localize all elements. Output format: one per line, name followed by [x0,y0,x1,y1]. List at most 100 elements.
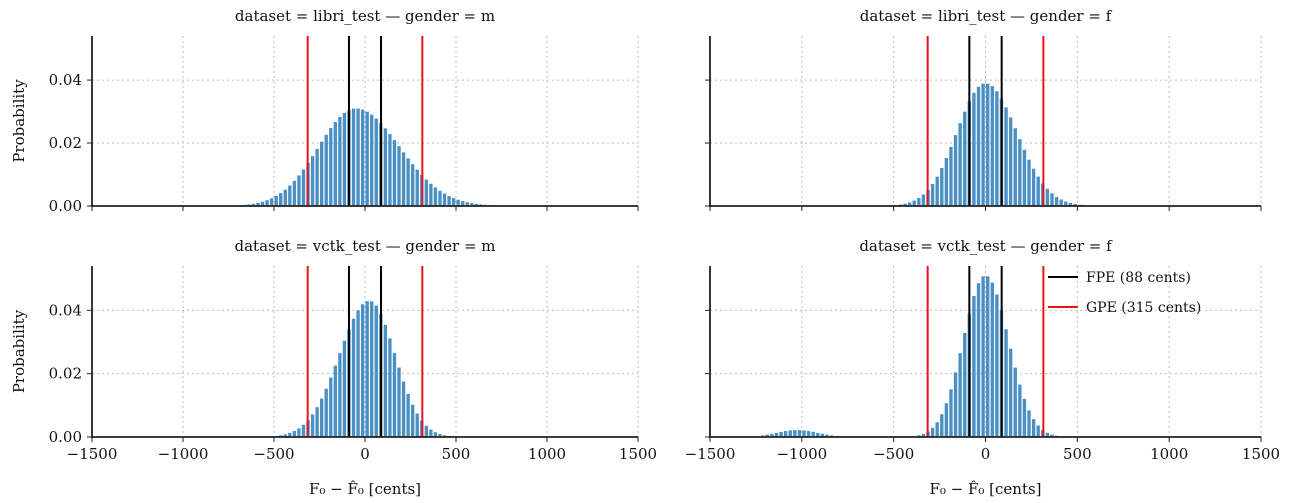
histogram-bar [415,413,419,437]
histogram-bar [383,128,388,206]
y-tick-label: 0.02 [49,365,82,383]
x-tick-label: −1500 [67,445,118,463]
x-axis-label: F₀ − F̂₀ [cents] [929,480,1041,498]
histogram-bar [320,141,324,206]
histogram-bar [986,276,990,437]
y-tick-label: 0.00 [49,428,82,446]
histogram-bar [256,202,260,206]
histogram-bar [329,128,333,206]
histogram-bar [783,431,788,437]
histogram-bar [315,407,319,437]
histogram-bar [779,431,783,437]
histogram-bar [793,430,797,437]
histogram-bar [397,367,401,437]
histogram-bar [972,295,976,437]
histogram-bar [351,108,356,206]
legend-label: FPE (88 cents) [1086,270,1191,286]
histogram-bar [351,318,356,437]
histogram-bar [958,353,962,437]
histogram-bar [921,433,926,437]
histogram-bar [972,92,976,206]
x-tick-label: 1500 [1242,445,1280,463]
histogram-bar [360,304,365,437]
histogram-bar [995,294,999,437]
histogram-bar [940,414,944,437]
panel-title: dataset = vctk_test — gender = f [859,237,1113,255]
histogram-bar [816,432,820,437]
histogram-bar [320,398,324,437]
histogram-bar [1054,196,1059,206]
histogram-bar [438,434,442,437]
histogram-bar [297,175,301,206]
histogram-bar [310,414,315,437]
histogram-bar [433,187,438,206]
histogram-bar [788,430,792,437]
histogram-bar [451,198,456,206]
y-tick-label: 0.04 [49,301,82,319]
histogram-bar [392,352,397,437]
histogram-bar [1008,348,1013,437]
histogram-bar [1045,188,1050,206]
histogram-bar [907,202,912,206]
legend-label: GPE (315 cents) [1086,300,1201,316]
histogram-bar [342,340,347,437]
histogram-bar [1008,117,1013,206]
histogram-bar [356,310,360,437]
histogram-bar [986,83,990,206]
x-tick-label: 0 [981,445,991,463]
legend: FPE (88 cents) GPE (315 cents) [1048,270,1201,316]
histogram-bar [370,114,374,206]
y-tick-label: 0.04 [49,71,82,89]
histogram-bar [825,434,829,437]
histogram-bar [383,324,388,437]
histogram-bar [981,83,985,206]
histogram-bar [1059,199,1063,206]
histogram-bar [415,169,419,206]
histogram-bar [1027,159,1031,206]
histogram-bar [1031,168,1036,206]
histogram-bar [324,388,328,437]
histogram-bar [269,198,274,206]
histogram-bar [424,425,428,437]
histogram-bar [288,432,292,437]
histogram-bar [1064,201,1068,206]
histogram-bar [356,108,360,206]
histogram-bar [774,432,779,437]
histogram-bar [324,134,328,206]
x-tick-label: 1500 [619,445,657,463]
y-tick-label: 0.00 [49,197,82,215]
histogram-bar [338,116,342,206]
histogram-bar [342,112,347,206]
histogram-bar [1022,398,1027,437]
histogram-bar [1018,384,1022,437]
x-tick-label: −1500 [685,445,736,463]
histogram-bar [935,176,939,206]
histogram-bar [397,146,401,206]
histogram-bar [1004,329,1008,437]
histogram-bar [465,202,469,206]
x-tick-label: −1000 [158,445,209,463]
histogram-bar [976,86,981,206]
histogram-bar [461,201,465,206]
histogram-bar [797,430,802,437]
histogram-bar [1013,367,1017,437]
x-tick-label: −500 [873,445,914,463]
histogram-bar [447,196,451,206]
histogram-bar [1022,149,1027,206]
histogram-bar [1004,107,1008,206]
y-axis-label: Probability [10,309,28,393]
histogram-bar [770,433,774,437]
histogram-bar [374,305,378,437]
histogram-bar [301,424,306,437]
histogram-bar [429,429,433,437]
histogram-bar [949,146,953,206]
histogram-bar [279,193,283,206]
panel-title: dataset = libri_test — gender = m [235,7,495,25]
histogram-bar [370,301,374,437]
histogram-bar [1073,203,1077,206]
histogram-bar [406,393,410,437]
histogram-bar [260,201,265,206]
histogram-bar [930,427,935,437]
histogram-bar [995,91,999,206]
histogram-bar [456,199,460,206]
